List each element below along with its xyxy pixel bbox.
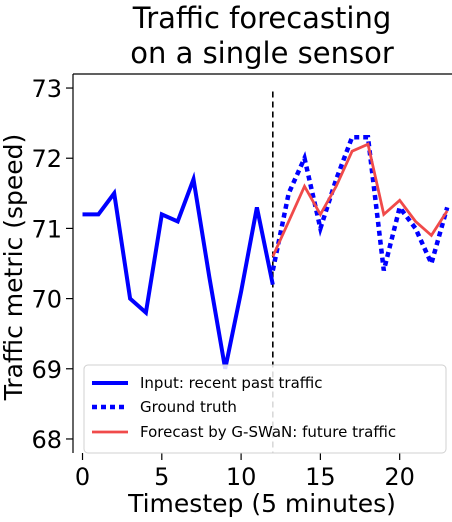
series-line-0 xyxy=(82,171,275,370)
x-tick-label: 15 xyxy=(305,463,336,491)
legend-label-1: Ground truth xyxy=(140,398,237,416)
x-tick-label: 10 xyxy=(226,463,257,491)
series-line-1 xyxy=(270,134,450,272)
y-axis-label: Traffic metric (speed) xyxy=(0,134,28,402)
x-tick-label: 0 xyxy=(75,463,90,491)
legend: Input: recent past traffic Ground truth Fo… xyxy=(83,364,447,454)
legend-label-0: Input: recent past traffic xyxy=(140,374,323,392)
y-tick-label: 69 xyxy=(31,356,62,384)
x-axis-label: Timestep (5 minutes) xyxy=(127,489,396,518)
y-tick-label: 70 xyxy=(31,286,62,314)
y-tick-label: 73 xyxy=(31,75,62,103)
chart-title-line-2: on a single sensor xyxy=(130,36,394,70)
plot-area: 68 69 70 71 72 73 0 5 10 15 20 xyxy=(31,73,452,491)
x-tick-label: 5 xyxy=(154,463,169,491)
x-tick-label: 20 xyxy=(384,463,415,491)
legend-label-2: Forecast by G-SWaN: future traffic xyxy=(140,423,396,441)
y-tick-label: 68 xyxy=(31,426,62,454)
y-tick-label: 71 xyxy=(31,215,62,243)
chart-title-line-1: Traffic forecasting xyxy=(132,1,391,35)
legend-box xyxy=(83,364,447,454)
series-line-2 xyxy=(271,142,449,258)
y-tick-label: 72 xyxy=(31,145,62,173)
